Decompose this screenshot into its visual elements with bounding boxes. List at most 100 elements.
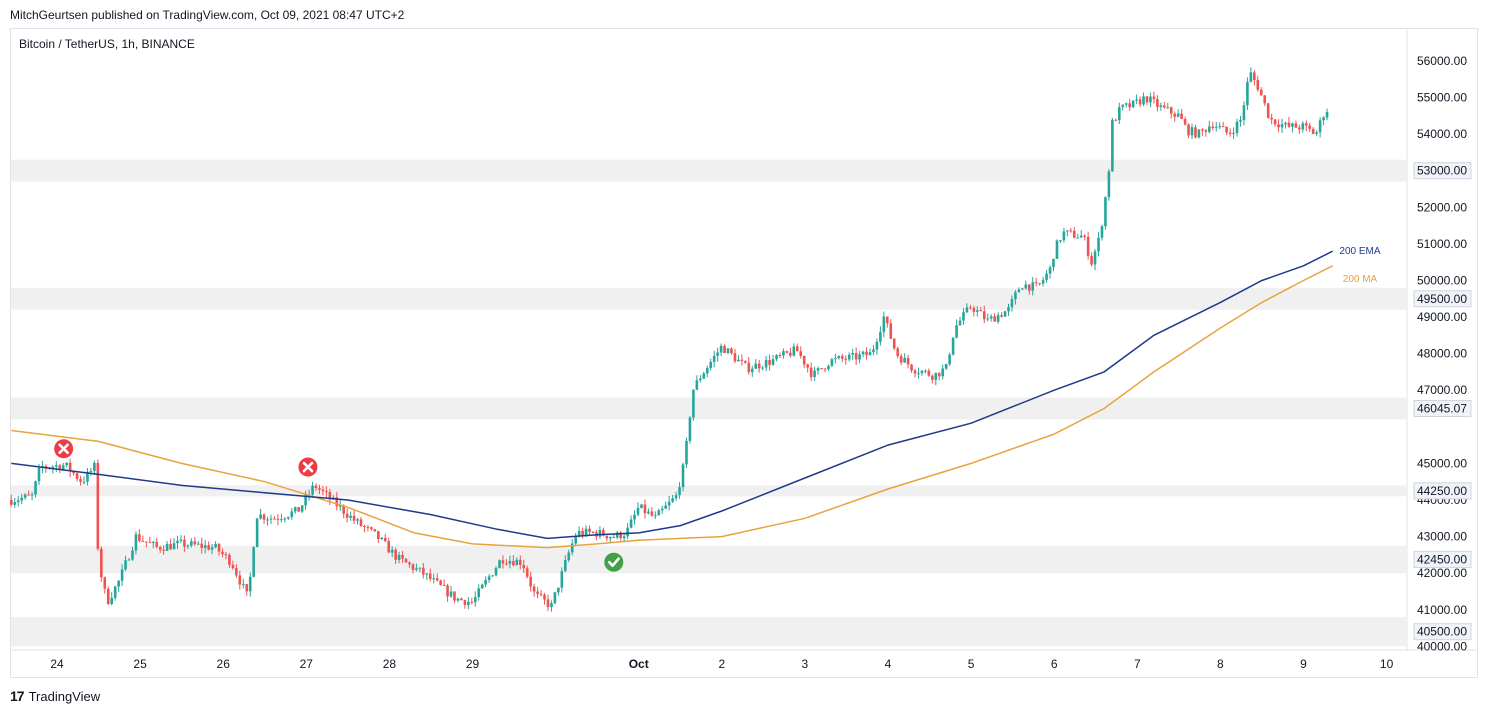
- candle: [664, 501, 668, 509]
- candle-body: [546, 599, 550, 608]
- candle: [1183, 116, 1187, 126]
- candle: [193, 536, 197, 547]
- candle-body: [754, 363, 758, 369]
- candle: [515, 557, 519, 566]
- candle: [377, 530, 380, 544]
- candle-body: [910, 364, 913, 371]
- candle-body: [1024, 284, 1028, 289]
- candle: [1232, 127, 1235, 140]
- ma-legend: 200 EMA 200 MA: [1339, 246, 1380, 285]
- zone-2: [11, 397, 1406, 420]
- candle-body: [117, 580, 120, 587]
- candle: [106, 586, 110, 605]
- candle-body: [868, 352, 872, 356]
- candle-body: [456, 598, 460, 601]
- candle: [390, 546, 394, 558]
- candle-body: [176, 540, 179, 544]
- candle-body: [186, 545, 190, 547]
- candle-body: [162, 549, 165, 551]
- candle: [806, 363, 809, 373]
- candle: [1228, 128, 1232, 137]
- candle-body: [1149, 96, 1152, 103]
- candle-body: [913, 370, 917, 374]
- candle-body: [563, 559, 567, 572]
- x-tick-label: 4: [885, 657, 892, 671]
- candle-body: [366, 526, 370, 528]
- candle: [640, 504, 643, 509]
- candle-body: [761, 367, 764, 369]
- candle: [82, 476, 86, 485]
- candle: [9, 494, 13, 507]
- candle: [179, 535, 183, 544]
- candle: [1294, 120, 1298, 128]
- candle-body: [1291, 123, 1294, 127]
- candle: [1187, 123, 1190, 139]
- candle-body: [633, 514, 636, 520]
- candle: [1149, 92, 1152, 108]
- candle: [536, 586, 539, 599]
- candle-body: [1083, 235, 1086, 237]
- candle-body: [9, 499, 13, 505]
- candle: [1266, 103, 1270, 119]
- candle-body: [1072, 230, 1076, 238]
- chart-frame: [10, 28, 1478, 678]
- candle: [186, 544, 190, 549]
- marker-glyph: [302, 461, 314, 473]
- candle: [1259, 87, 1263, 96]
- candle: [473, 591, 477, 607]
- candle-body: [262, 514, 266, 520]
- candle-body: [598, 529, 602, 537]
- candle: [764, 356, 768, 372]
- candle: [148, 536, 152, 544]
- candle: [1121, 104, 1125, 111]
- check-marker-icon: [604, 552, 624, 572]
- candle-body: [1214, 127, 1218, 129]
- candle-body: [1014, 292, 1017, 300]
- candle-body: [55, 465, 58, 467]
- candle: [276, 514, 280, 526]
- candle: [1021, 287, 1024, 290]
- candle: [844, 355, 848, 365]
- candle-body: [692, 389, 695, 418]
- candle-body: [124, 560, 127, 570]
- candle-body: [342, 505, 345, 514]
- candle-body: [1100, 226, 1104, 238]
- candle-body: [473, 597, 477, 603]
- candle: [778, 352, 782, 359]
- price-label: 53000.00: [1413, 162, 1472, 180]
- candle-body: [401, 555, 404, 559]
- x-tick-label: 28: [383, 657, 397, 671]
- candle: [442, 579, 446, 586]
- price-label-bg: [1413, 623, 1472, 641]
- footer-brand[interactable]: 17 TradingView: [10, 688, 100, 704]
- candle-body: [314, 485, 318, 489]
- candle: [609, 536, 612, 543]
- candle-body: [532, 586, 536, 592]
- candle: [1014, 290, 1017, 305]
- candle: [1128, 98, 1131, 112]
- y-tick-label: 47000.00: [1417, 383, 1467, 397]
- candle-body: [813, 370, 816, 377]
- candle: [1062, 227, 1066, 243]
- candle: [636, 502, 640, 517]
- candle-body: [300, 505, 304, 512]
- candle: [93, 460, 96, 476]
- candle-body: [1221, 126, 1225, 128]
- candle: [1169, 106, 1173, 119]
- candle-body: [27, 494, 30, 496]
- candle: [875, 338, 879, 355]
- candle: [1159, 102, 1163, 111]
- legend-label: 200 EMA: [1339, 246, 1380, 257]
- candle: [325, 486, 328, 498]
- candle-body: [141, 540, 145, 542]
- candle: [13, 497, 17, 508]
- candle-body: [837, 356, 841, 359]
- candle-body: [512, 560, 515, 566]
- candle-body: [1253, 72, 1256, 81]
- candle: [1100, 224, 1104, 241]
- candle: [522, 559, 526, 573]
- candle: [27, 490, 30, 496]
- ma-200-line: [11, 265, 1333, 549]
- candle-body: [363, 525, 366, 527]
